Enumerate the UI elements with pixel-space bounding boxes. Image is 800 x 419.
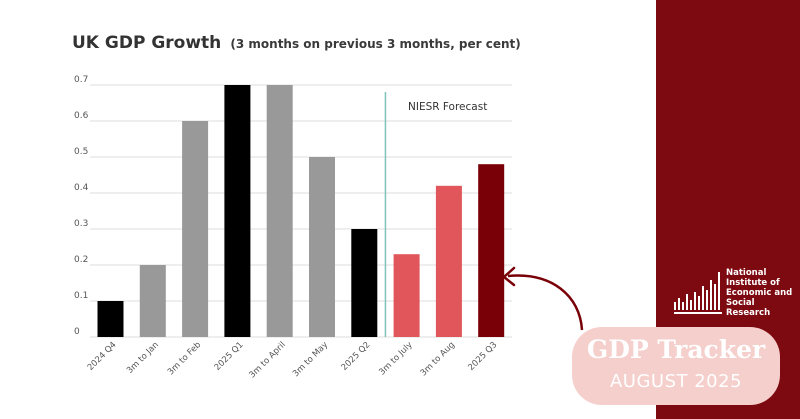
bar xyxy=(309,157,335,337)
niesr-logo-text: National Institute of Economic and Socia… xyxy=(726,268,798,318)
y-tick-label: 0.2 xyxy=(74,255,88,265)
bar xyxy=(182,121,209,337)
y-axis-ticks: 0 0.1 0.2 0.3 0.4 0.5 0.6 0.7 xyxy=(74,75,89,337)
logo-line-4: Social Research xyxy=(726,298,771,318)
x-tick-label: 3m to Jan xyxy=(125,340,161,376)
chart-title: UK GDP Growth xyxy=(72,33,222,53)
y-tick-label: 0 xyxy=(74,327,80,337)
gdp-tracker-badge: GDP Tracker AUGUST 2025 xyxy=(572,327,780,405)
x-tick-label: 2025 Q1 xyxy=(213,340,246,373)
x-tick-label: 2024 Q4 xyxy=(86,340,119,373)
logo-line-1: National xyxy=(726,268,767,278)
bar xyxy=(97,301,124,337)
y-tick-label: 0.5 xyxy=(74,147,88,157)
gdp-bar-chart: 00.10.20.30.40.50.60.7 2024 Q4 3m to Jan 3… xyxy=(74,75,584,380)
x-tick-label: 2025 Q2 xyxy=(340,340,373,373)
y-tick-label: 0.6 xyxy=(74,111,89,121)
y-tick-label: 0.1 xyxy=(74,291,88,301)
bar xyxy=(139,265,166,337)
bar xyxy=(478,164,505,337)
x-tick-label: 3m to Feb xyxy=(166,340,203,377)
chart-subtitle: (3 months on previous 3 months, per cent… xyxy=(230,37,521,51)
bar xyxy=(393,254,420,337)
bar xyxy=(224,85,251,337)
x-axis-ticks: 2024 Q4 3m to Jan 3m to Feb 2025 Q1 3m to Ap… xyxy=(86,340,500,380)
forecast-label: NIESR Forecast xyxy=(408,101,487,113)
forecast-annotation: NIESR Forecast xyxy=(384,92,487,337)
tracker-title: GDP Tracker xyxy=(586,335,766,364)
chart-heading: UK GDP Growth (3 months on previous 3 mo… xyxy=(72,33,521,53)
x-tick-label: 3m to April xyxy=(247,340,287,380)
logo-line-2: Institute of xyxy=(726,278,780,288)
bar xyxy=(435,185,462,337)
y-tick-label: 0.3 xyxy=(74,219,88,229)
x-tick-label: 3m to May xyxy=(291,340,330,379)
arrow-head-icon xyxy=(502,266,516,287)
y-tick-label: 0.7 xyxy=(74,75,88,85)
bar xyxy=(351,229,378,337)
bar xyxy=(266,85,293,337)
x-tick-label: 3m to July xyxy=(377,340,414,377)
pointer-arrow-icon xyxy=(507,274,584,331)
x-tick-label: 3m to Aug xyxy=(419,340,457,378)
bars xyxy=(97,85,505,337)
x-tick-label: 2025 Q3 xyxy=(466,340,499,373)
logo-line-3: Economic and xyxy=(726,288,793,298)
tracker-date: AUGUST 2025 xyxy=(609,371,743,392)
y-tick-label: 0.4 xyxy=(74,183,89,193)
niesr-logo-icon xyxy=(674,272,722,314)
